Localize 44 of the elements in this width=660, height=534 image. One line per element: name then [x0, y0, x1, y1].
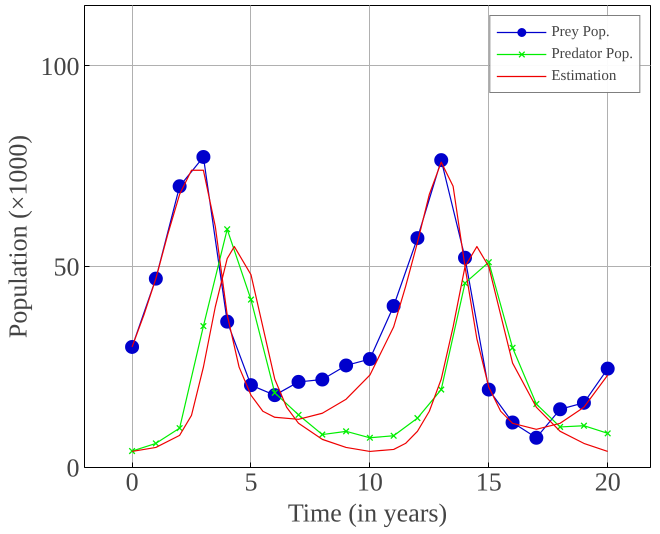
point [532, 400, 540, 408]
point [485, 258, 492, 266]
point [529, 430, 544, 445]
point [556, 423, 564, 430]
point [362, 352, 377, 366]
y-axis-title: Population (×1000) [4, 134, 32, 338]
x-tick-label: 5 [244, 468, 258, 496]
point [339, 358, 354, 372]
point [600, 362, 615, 376]
point [553, 402, 568, 416]
point [244, 378, 258, 392]
point [604, 430, 612, 437]
point [152, 440, 160, 447]
point [128, 448, 136, 455]
point [390, 432, 398, 440]
point [462, 280, 468, 287]
point [318, 431, 326, 438]
y-tick-label: 100 [40, 52, 80, 81]
x-tick-label: 20 [594, 468, 621, 496]
point [434, 153, 448, 168]
point [414, 414, 421, 422]
legend-label: Estimation [551, 68, 616, 84]
point [295, 411, 302, 418]
point [176, 424, 184, 432]
point [386, 299, 401, 313]
x-tick-label: 10 [356, 468, 383, 496]
y-tick-label: 50 [54, 252, 80, 282]
point [580, 422, 588, 430]
point [509, 344, 516, 352]
point [196, 150, 210, 164]
legend-label: Prey Pop. [551, 24, 610, 40]
point [366, 434, 374, 442]
point [125, 340, 140, 354]
point [292, 374, 306, 389]
point [200, 322, 207, 330]
x-tick-label: 15 [476, 468, 502, 496]
point [247, 296, 254, 304]
legend-label: Predator Pop. [551, 46, 633, 62]
x-axis-title: Time (in years) [288, 498, 448, 528]
point [438, 386, 445, 394]
point [315, 372, 330, 387]
x-tick-label: 0 [126, 468, 139, 496]
point [224, 226, 231, 233]
point [342, 428, 350, 435]
